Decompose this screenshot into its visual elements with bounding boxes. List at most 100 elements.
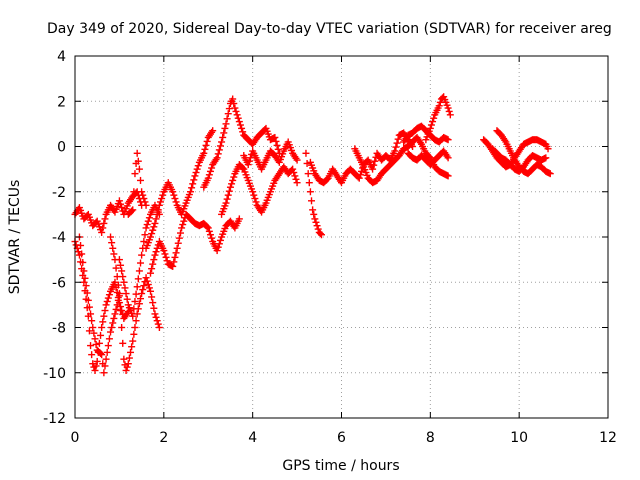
data-point — [99, 224, 107, 232]
x-tick-label: 8 — [426, 430, 435, 446]
data-point — [104, 294, 112, 302]
data-point — [171, 195, 179, 203]
data-point — [232, 107, 240, 115]
data-point — [444, 172, 452, 180]
data-point — [370, 161, 378, 169]
data-point — [105, 335, 113, 343]
data-point — [115, 290, 123, 298]
x-tick-label: 4 — [248, 430, 257, 446]
data-point — [223, 115, 231, 123]
data-point — [303, 159, 311, 167]
data-point — [186, 188, 194, 196]
data-point — [133, 149, 141, 157]
data-point — [151, 251, 159, 259]
data-point — [98, 228, 106, 236]
data-point — [80, 267, 88, 275]
data-point — [150, 256, 158, 264]
data-point — [151, 219, 159, 227]
data-point — [98, 324, 106, 331]
data-point — [203, 223, 211, 231]
data-point — [145, 284, 153, 292]
data-point — [100, 369, 108, 377]
data-point — [141, 231, 149, 239]
data-point — [142, 274, 150, 282]
data-point — [149, 299, 157, 307]
x-tick-label: 2 — [159, 430, 168, 446]
data-point — [213, 154, 221, 162]
data-point — [152, 248, 160, 256]
data-point — [170, 258, 178, 266]
data-point — [309, 206, 317, 214]
data-point — [111, 310, 119, 318]
data-point — [292, 175, 300, 183]
data-point — [229, 176, 237, 184]
data-point — [112, 264, 120, 272]
data-point — [131, 297, 139, 305]
data-point — [118, 267, 126, 275]
data-point — [97, 331, 105, 339]
data-point — [92, 362, 100, 370]
data-point — [251, 195, 259, 203]
x-tick-label: 10 — [510, 430, 528, 446]
y-tick-label: 4 — [57, 49, 66, 65]
data-point — [192, 169, 200, 177]
data-point — [132, 317, 140, 325]
data-point — [103, 297, 111, 305]
data-point — [231, 104, 239, 112]
data-point — [102, 355, 110, 363]
data-point — [273, 141, 281, 149]
data-point — [104, 342, 112, 350]
data-point — [224, 191, 232, 199]
data-point — [302, 149, 310, 157]
data-point — [215, 146, 223, 154]
data-point — [133, 283, 141, 291]
data-point — [200, 149, 208, 157]
data-point — [122, 290, 130, 298]
data-point — [128, 343, 136, 351]
data-point — [245, 157, 253, 165]
data-point — [139, 191, 147, 199]
data-point — [201, 145, 209, 153]
data-point — [249, 188, 257, 196]
data-point — [134, 157, 142, 165]
data-point — [157, 198, 165, 206]
data-point — [202, 141, 210, 149]
data-point — [140, 238, 148, 246]
data-point — [130, 330, 138, 338]
data-point — [87, 342, 95, 350]
data-point — [369, 165, 377, 173]
data-point — [394, 135, 402, 143]
data-point — [542, 154, 550, 162]
data-point — [138, 251, 146, 259]
data-point — [314, 225, 322, 233]
data-point — [430, 114, 438, 122]
data-point — [206, 231, 214, 239]
data-point — [220, 129, 228, 137]
data-point — [222, 120, 230, 128]
data-point — [175, 234, 183, 242]
data-point — [113, 301, 121, 309]
data-point — [101, 215, 109, 223]
data-point — [429, 118, 437, 126]
data-point — [124, 360, 132, 368]
data-point — [208, 164, 216, 172]
data-point — [78, 250, 86, 258]
data-point — [155, 201, 163, 209]
data-point — [140, 195, 148, 203]
data-point — [120, 278, 128, 286]
y-tick-label: -6 — [52, 275, 66, 291]
data-point — [92, 340, 100, 348]
data-point — [150, 223, 158, 231]
data-point — [84, 296, 92, 304]
data-point — [142, 224, 150, 232]
y-tick-label: -2 — [52, 185, 66, 201]
data-point — [311, 215, 319, 223]
data-point — [88, 317, 96, 325]
data-point — [154, 206, 162, 214]
data-point — [135, 267, 143, 275]
data-point — [226, 183, 234, 191]
data-point — [272, 137, 280, 145]
data-point — [444, 104, 452, 112]
data-point — [112, 305, 120, 313]
